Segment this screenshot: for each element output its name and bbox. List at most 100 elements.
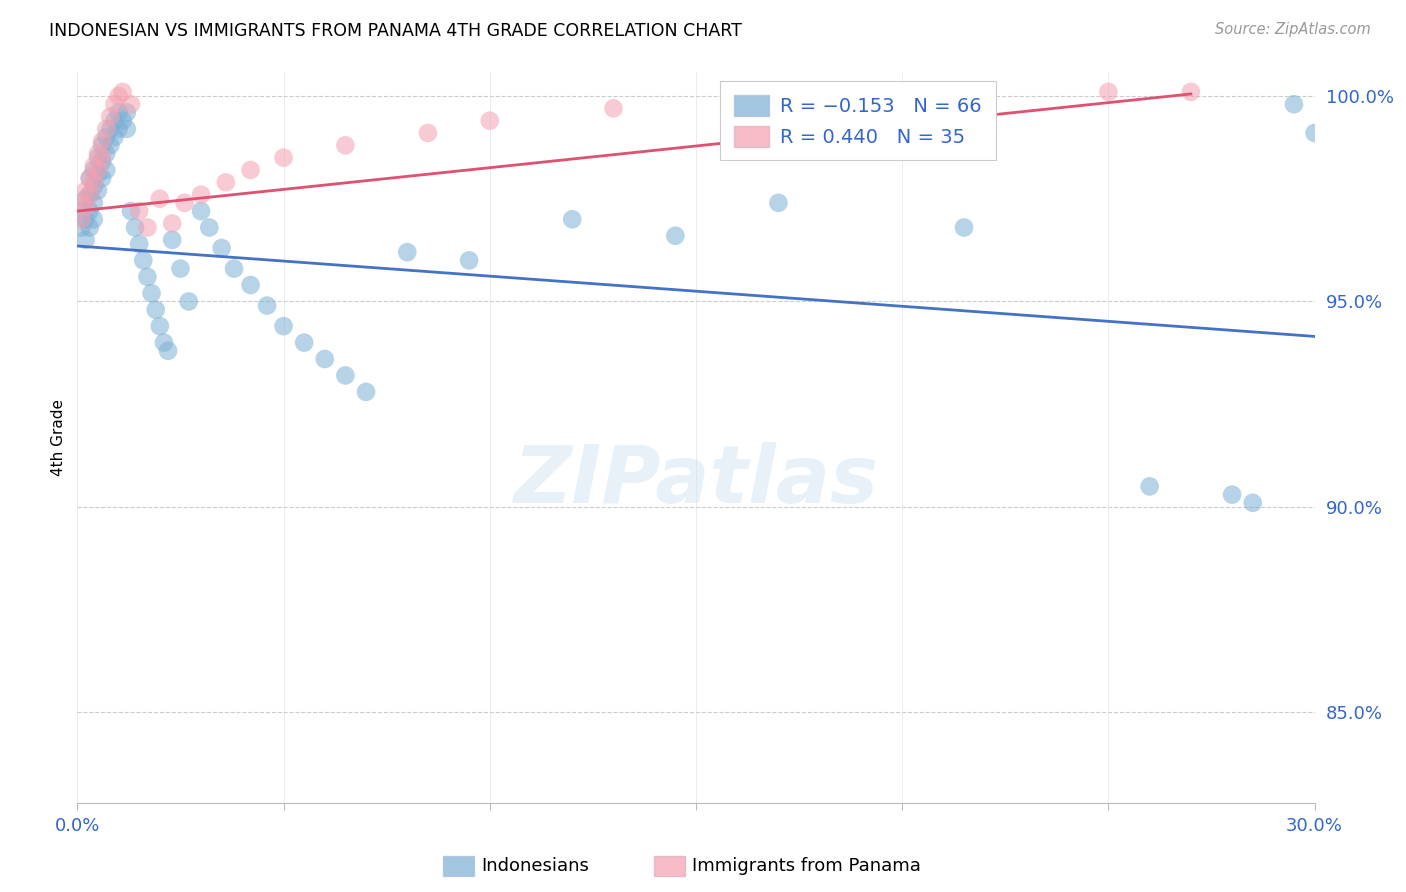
Point <box>79 171 101 186</box>
Point <box>96 146 118 161</box>
Point <box>91 134 114 148</box>
Point <box>91 151 114 165</box>
Text: Immigrants from Panama: Immigrants from Panama <box>692 857 921 875</box>
Point <box>111 113 134 128</box>
Legend: R = −0.153   N = 66, R = 0.440   N = 35: R = −0.153 N = 66, R = 0.440 N = 35 <box>720 81 995 161</box>
Y-axis label: 4th Grade: 4th Grade <box>51 399 66 475</box>
Point <box>98 138 121 153</box>
Point <box>87 151 110 165</box>
Point <box>1097 85 1119 99</box>
Point <box>75 192 97 206</box>
Point <box>107 121 129 136</box>
Point <box>141 286 163 301</box>
Point <box>70 204 93 219</box>
Point <box>149 192 172 206</box>
Point <box>160 233 183 247</box>
Point <box>136 269 159 284</box>
Point <box>396 245 419 260</box>
Point <box>198 220 221 235</box>
Point <box>79 187 101 202</box>
Point <box>1241 496 1264 510</box>
Point <box>132 253 155 268</box>
Point <box>83 163 105 178</box>
Point <box>190 204 212 219</box>
Point <box>79 204 101 219</box>
Point <box>190 187 212 202</box>
Point <box>96 130 118 145</box>
Point <box>115 105 138 120</box>
Point <box>83 212 105 227</box>
Point <box>222 261 245 276</box>
Point <box>768 195 790 210</box>
Point <box>1139 479 1161 493</box>
Point <box>75 200 97 214</box>
Point <box>768 89 790 103</box>
Text: ZIPatlas: ZIPatlas <box>513 442 879 520</box>
Point <box>478 113 501 128</box>
Point <box>91 171 114 186</box>
Point <box>107 105 129 120</box>
Point <box>83 175 105 189</box>
Point <box>107 89 129 103</box>
Point <box>153 335 176 350</box>
Point <box>335 138 357 153</box>
Point <box>602 101 624 115</box>
Point <box>120 204 142 219</box>
Point <box>169 261 191 276</box>
Point <box>83 179 105 194</box>
Point <box>128 236 150 251</box>
Point <box>561 212 583 227</box>
Point <box>177 294 200 309</box>
Point <box>211 241 233 255</box>
Point <box>87 146 110 161</box>
Point <box>1282 97 1305 112</box>
Point <box>120 97 142 112</box>
Point <box>96 121 118 136</box>
Point <box>79 187 101 202</box>
Point <box>149 319 172 334</box>
Point <box>124 220 146 235</box>
Point <box>91 138 114 153</box>
Point <box>273 319 295 334</box>
Point <box>215 175 238 189</box>
Text: INDONESIAN VS IMMIGRANTS FROM PANAMA 4TH GRADE CORRELATION CHART: INDONESIAN VS IMMIGRANTS FROM PANAMA 4TH… <box>49 22 742 40</box>
Point <box>458 253 481 268</box>
Point <box>173 195 195 210</box>
Point <box>256 299 278 313</box>
Point <box>111 85 134 99</box>
Point <box>103 130 125 145</box>
Point <box>75 233 97 247</box>
Point <box>292 335 315 350</box>
Point <box>1180 85 1202 99</box>
Point <box>314 351 336 366</box>
Point <box>103 113 125 128</box>
Point <box>145 302 167 317</box>
Text: Indonesians: Indonesians <box>481 857 589 875</box>
Point <box>70 220 93 235</box>
Point <box>79 171 101 186</box>
Point <box>98 121 121 136</box>
Point <box>239 278 262 293</box>
Point <box>103 97 125 112</box>
Point <box>98 110 121 124</box>
Point <box>70 212 93 227</box>
Point <box>70 195 93 210</box>
Point <box>79 220 101 235</box>
Point <box>75 184 97 198</box>
Point <box>664 228 686 243</box>
Point <box>87 184 110 198</box>
Point <box>136 220 159 235</box>
Point <box>157 343 180 358</box>
Point <box>83 195 105 210</box>
Point <box>273 151 295 165</box>
Point <box>87 163 110 178</box>
Point <box>239 163 262 178</box>
Point <box>87 167 110 181</box>
Text: Source: ZipAtlas.com: Source: ZipAtlas.com <box>1215 22 1371 37</box>
Point <box>128 204 150 219</box>
Point <box>75 212 97 227</box>
Point <box>953 220 976 235</box>
Point <box>932 85 955 99</box>
Point <box>115 121 138 136</box>
Point <box>354 384 377 399</box>
